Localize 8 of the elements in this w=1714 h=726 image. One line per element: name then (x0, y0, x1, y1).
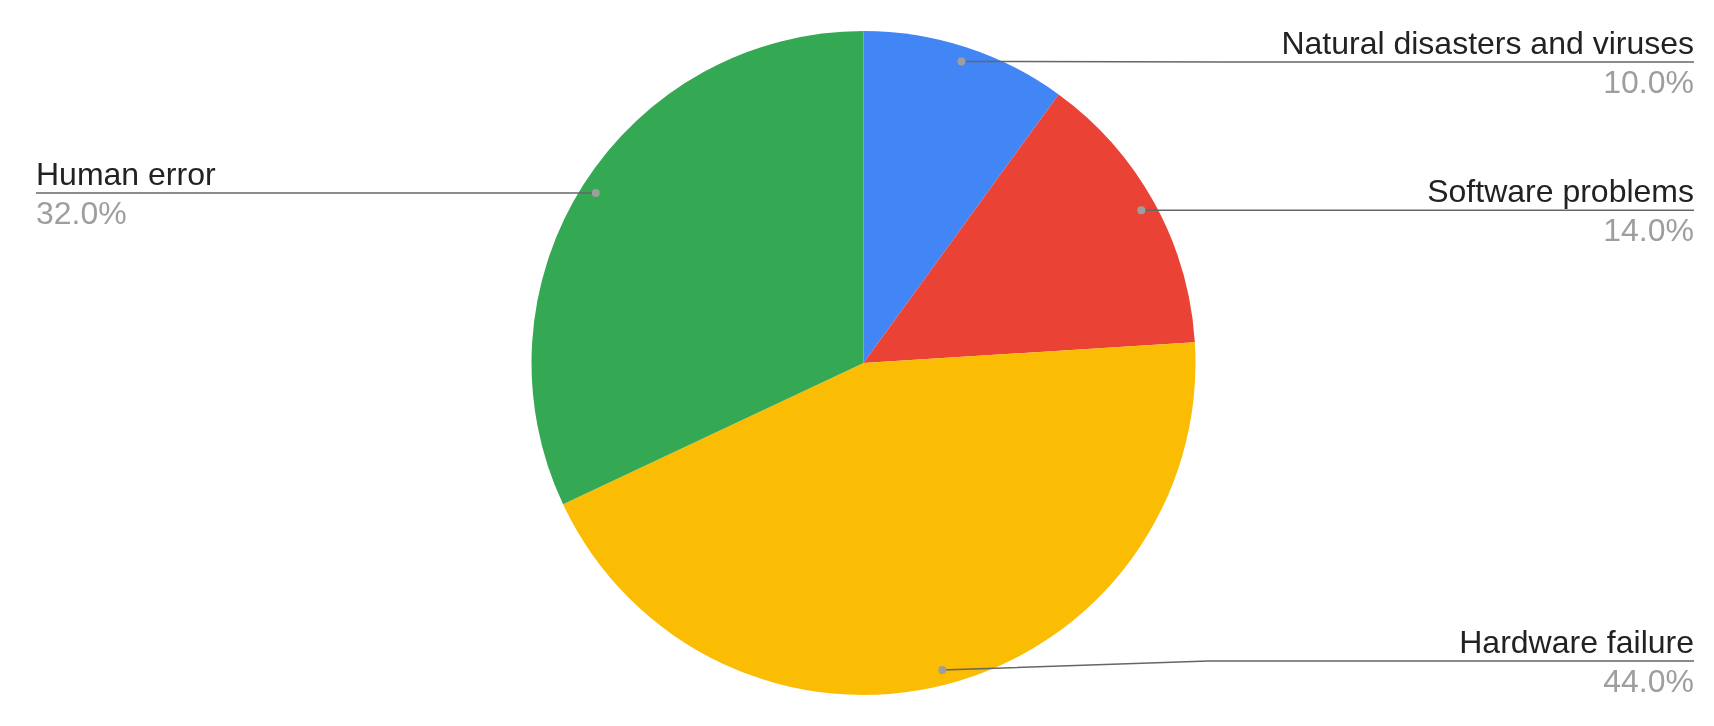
slice-label: Software problems (1427, 173, 1694, 210)
slice-label: Human error (36, 156, 216, 193)
data-label: 14.0% (1603, 212, 1694, 249)
slice-label: Hardware failure (1459, 624, 1694, 660)
data-label: 44.0% (1603, 663, 1694, 699)
data-label: 10.0% (1603, 64, 1694, 100)
slice-label: Natural disasters and viruses (1281, 25, 1694, 61)
data-label: 32.0% (36, 195, 127, 232)
